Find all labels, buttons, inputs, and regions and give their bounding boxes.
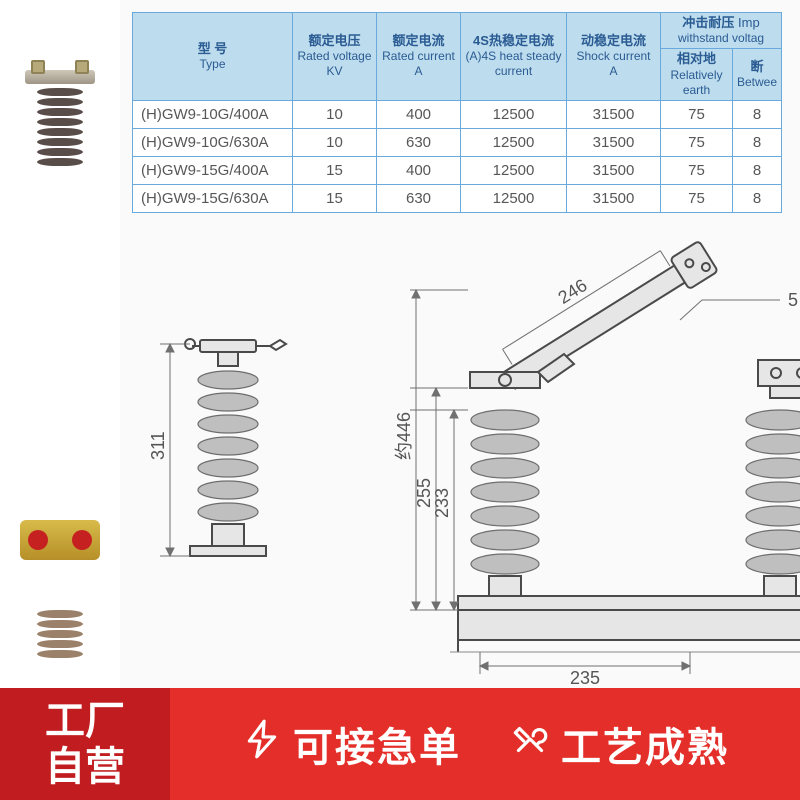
- cell-a: 400: [377, 156, 461, 184]
- cell-steady: 12500: [461, 184, 567, 212]
- drawing-base-frame: [450, 596, 800, 652]
- cell-earth: 75: [661, 156, 733, 184]
- spec-table-body: (H)GW9-10G/400A 10 400 12500 31500 75 8 …: [133, 100, 782, 212]
- yellow-clamp: [20, 520, 100, 560]
- product-photo-strip: [0, 0, 120, 800]
- insulator-photo-top: [10, 70, 110, 168]
- drawing-left-insulator: 311: [120, 310, 320, 710]
- insulator-ribs-brown: [37, 610, 83, 658]
- dim-approx-label: 约446: [394, 412, 414, 460]
- cell-shock: 31500: [567, 100, 661, 128]
- cell-shock: 31500: [567, 184, 661, 212]
- cell-btw: 8: [733, 128, 782, 156]
- th-between-cn: 断: [751, 59, 764, 74]
- cell-model: (H)GW9-15G/400A: [133, 156, 293, 184]
- th-voltage-cn: 额定电压: [308, 33, 360, 48]
- cell-btw: 8: [733, 156, 782, 184]
- cell-steady: 12500: [461, 128, 567, 156]
- banner-item-craft: 工艺成熟: [509, 715, 729, 773]
- cell-kv: 10: [293, 128, 377, 156]
- cell-steady: 12500: [461, 100, 567, 128]
- cell-model: (H)GW9-10G/630A: [133, 128, 293, 156]
- table-row: (H)GW9-15G/630A 15 630 12500 31500 75 8: [133, 184, 782, 212]
- th-voltage-en: Rated voltage: [297, 49, 372, 64]
- table-row: (H)GW9-10G/400A 10 400 12500 31500 75 8: [133, 100, 782, 128]
- technical-drawings: 311 246 5: [140, 260, 800, 680]
- th-shock-en: Shock current: [571, 49, 656, 64]
- th-current-cn: 额定电流: [392, 33, 444, 48]
- th-between-en: Betwee: [737, 75, 777, 90]
- th-steady-en: (A)4S heat steady current: [465, 49, 562, 79]
- th-rel-earth-en: Relatively earth: [665, 68, 728, 98]
- banner-left-line2: 自营: [45, 744, 125, 790]
- th-voltage: 额定电压 Rated voltage KV: [293, 13, 377, 101]
- th-rel-earth-cn: 相对地: [677, 51, 716, 66]
- drawing-left-ribs: [198, 371, 258, 521]
- dim-311-label: 311: [148, 431, 168, 460]
- th-steady-cn: 4S热稳定电流: [473, 33, 554, 48]
- dim-235-label: 235: [570, 668, 600, 688]
- bolt-icon: [241, 718, 283, 770]
- drawing-lever: [505, 266, 685, 389]
- banner-left-line1: 工厂: [45, 698, 125, 744]
- banner-item-craft-text: 工艺成熟: [561, 715, 729, 773]
- clamp-photo: [10, 520, 110, 560]
- cell-btw: 8: [733, 100, 782, 128]
- cell-a: 630: [377, 184, 461, 212]
- banner-item-urgent-text: 可接急单: [293, 715, 461, 773]
- spec-table: 型 号 Type 额定电压 Rated voltage KV 额定电流 Rate…: [132, 12, 782, 213]
- insulator-photo-bottom: [10, 610, 110, 660]
- drawing-right-assembly: 246 5: [350, 260, 800, 690]
- banner-left-block: 工厂 自营: [0, 688, 170, 800]
- insulator-top-terminals: [25, 70, 95, 84]
- cell-model: (H)GW9-15G/630A: [133, 184, 293, 212]
- table-row: (H)GW9-15G/400A 15 400 12500 31500 75 8: [133, 156, 782, 184]
- th-current: 额定电流 Rated current A: [377, 13, 461, 101]
- cell-kv: 15: [293, 156, 377, 184]
- th-impulse: 冲击耐压 Imp withstand voltag: [661, 13, 782, 49]
- th-shock-unit: A: [571, 64, 656, 79]
- dim-233-label: 233: [432, 488, 452, 518]
- cell-earth: 75: [661, 100, 733, 128]
- th-type-cn: 型 号: [198, 41, 228, 56]
- th-current-en: Rated current: [381, 49, 456, 64]
- insulator-ribs-dark: [37, 88, 83, 166]
- dim-255-label: 255: [414, 478, 434, 508]
- th-current-unit: A: [381, 64, 456, 79]
- cell-a: 630: [377, 128, 461, 156]
- cell-shock: 31500: [567, 156, 661, 184]
- th-type: 型 号 Type: [133, 13, 293, 101]
- th-impulse-en2: withstand voltag: [665, 31, 777, 46]
- cell-kv: 10: [293, 100, 377, 128]
- th-steady: 4S热稳定电流 (A)4S heat steady current: [461, 13, 567, 101]
- callout-5-label: 5: [788, 290, 798, 310]
- dim-246-label: 246: [555, 275, 591, 308]
- cell-btw: 8: [733, 184, 782, 212]
- drawing-right-insulator-left: [471, 410, 539, 596]
- cell-kv: 15: [293, 184, 377, 212]
- cell-earth: 75: [661, 184, 733, 212]
- cell-model: (H)GW9-10G/400A: [133, 100, 293, 128]
- drawing-right-insulator-right: [746, 410, 800, 596]
- th-between: 断 Betwee: [733, 49, 782, 100]
- table-row: (H)GW9-10G/630A 10 630 12500 31500 75 8: [133, 128, 782, 156]
- cell-earth: 75: [661, 128, 733, 156]
- banner-right-block: 可接急单 工艺成熟: [170, 688, 800, 800]
- promo-banner: 工厂 自营 可接急单 工艺成熟: [0, 688, 800, 800]
- th-rel-earth: 相对地 Relatively earth: [661, 49, 733, 100]
- cell-shock: 31500: [567, 128, 661, 156]
- dim-height-stack: [410, 290, 468, 610]
- callout-5: [680, 300, 780, 320]
- cell-steady: 12500: [461, 156, 567, 184]
- th-shock-cn: 动稳定电流: [581, 33, 646, 48]
- th-impulse-cn: 冲击耐压: [682, 15, 734, 30]
- th-impulse-en1: Imp: [738, 15, 760, 30]
- th-type-en: Type: [137, 57, 288, 72]
- tools-icon: [509, 718, 551, 770]
- banner-item-urgent: 可接急单: [241, 715, 461, 773]
- th-shock: 动稳定电流 Shock current A: [567, 13, 661, 101]
- th-voltage-unit: KV: [297, 64, 372, 79]
- cell-a: 400: [377, 100, 461, 128]
